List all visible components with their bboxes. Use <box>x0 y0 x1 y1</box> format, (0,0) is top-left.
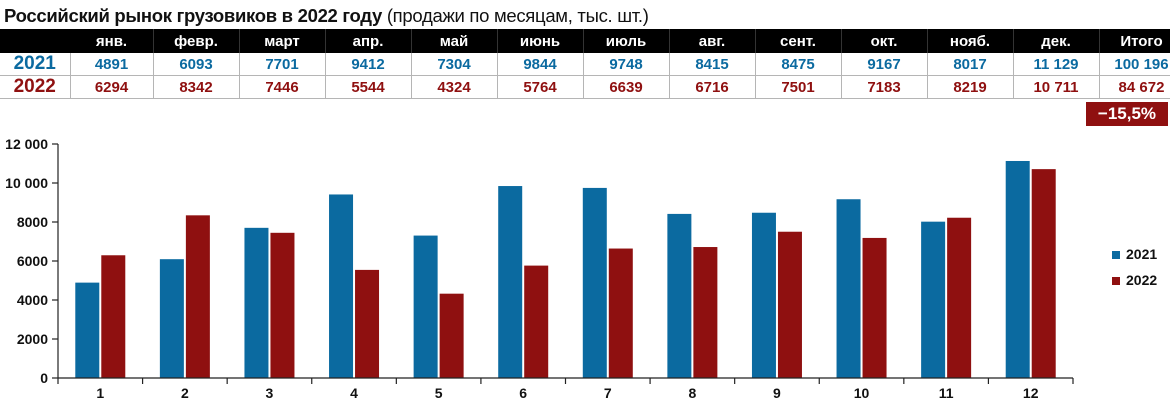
x-tick-label: 5 <box>435 385 443 401</box>
legend-label-2022: 2022 <box>1126 272 1157 288</box>
bar-2022-12 <box>1031 169 1056 378</box>
table-cell: 6639 <box>583 75 670 99</box>
table-cell: 7701 <box>239 53 326 76</box>
bar-2022-5 <box>439 293 464 378</box>
x-tick-label: 8 <box>688 385 696 401</box>
x-tick-label: 1 <box>96 385 104 401</box>
legend-swatch-2021 <box>1112 251 1120 259</box>
sales-summary-table: янв. февр. март апр. май июнь июль авг. … <box>0 29 1170 99</box>
table-header-cell: апр. <box>325 29 412 53</box>
table-header-cell: март <box>239 29 326 53</box>
bar-2021-1 <box>75 282 100 378</box>
x-tick-label: 6 <box>519 385 527 401</box>
bar-2022-9 <box>777 231 802 378</box>
bar-2021-11 <box>921 221 946 378</box>
table-header-row: янв. февр. март апр. май июнь июль авг. … <box>0 29 1170 53</box>
change-badge: −15,5% <box>1086 102 1168 126</box>
x-tick-label: 7 <box>604 385 612 401</box>
bar-2021-8 <box>667 213 692 378</box>
table-cell: 5764 <box>497 75 584 99</box>
y-tick-label: 2000 <box>17 331 48 347</box>
table-cell: 5544 <box>325 75 412 99</box>
bar-2021-2 <box>159 259 184 378</box>
table-header-cell: сент. <box>755 29 842 53</box>
table-header-cell: окт. <box>841 29 928 53</box>
table-cell: 10 711 <box>1013 75 1100 99</box>
x-tick-label: 2 <box>181 385 189 401</box>
table-header-cell: авг. <box>669 29 756 53</box>
row-label: 2021 <box>0 53 71 76</box>
table-cell: 7183 <box>841 75 928 99</box>
bar-2022-4 <box>355 269 380 378</box>
table-cell: 7304 <box>411 53 498 76</box>
table-cell: 11 129 <box>1013 53 1100 76</box>
table-cell: 8475 <box>755 53 842 76</box>
x-tick-label: 10 <box>854 385 870 401</box>
x-tick-label: 4 <box>350 385 358 401</box>
bar-2022-6 <box>524 265 549 378</box>
table-header-cell: янв. <box>70 29 154 53</box>
table-cell: 4324 <box>411 75 498 99</box>
bar-2021-10 <box>836 199 861 378</box>
chart-title: Российский рынок грузовиков в 2022 году <box>4 5 382 26</box>
table-cell: 7446 <box>239 75 326 99</box>
y-tick-label: 8000 <box>17 214 48 230</box>
bar-2022-10 <box>862 237 887 378</box>
table-cell: 9748 <box>583 53 670 76</box>
table-cell: 4891 <box>70 53 154 76</box>
bar-2022-2 <box>185 215 210 378</box>
table-cell: 9412 <box>325 53 412 76</box>
table-header-cell: дек. <box>1013 29 1100 53</box>
y-tick-label: 12 000 <box>5 136 48 152</box>
bar-2022-8 <box>693 247 718 378</box>
table-cell: 6716 <box>669 75 756 99</box>
legend-label-2021: 2021 <box>1126 246 1157 262</box>
table-cell: 8342 <box>153 75 240 99</box>
table-header-cell: Итого <box>1099 29 1170 53</box>
bar-2021-6 <box>498 186 523 378</box>
table-cell: 6093 <box>153 53 240 76</box>
table-cell-total: 100 196 <box>1099 53 1170 76</box>
table-header-cell: нояб. <box>927 29 1014 53</box>
bar-2021-4 <box>329 194 354 378</box>
bar-2021-7 <box>582 187 607 378</box>
table-cell: 6294 <box>70 75 154 99</box>
table-cell: 8415 <box>669 53 756 76</box>
table-header-cell: февр. <box>153 29 240 53</box>
row-label: 2022 <box>0 75 71 99</box>
chart-title-row: Российский рынок грузовиков в 2022 году … <box>4 4 649 28</box>
table-cell: 9167 <box>841 53 928 76</box>
table-cell: 9844 <box>497 53 584 76</box>
bar-2021-9 <box>751 212 776 378</box>
bar-2021-3 <box>244 227 269 378</box>
y-tick-label: 10 000 <box>5 175 48 191</box>
table-header-cell: июнь <box>497 29 584 53</box>
table-row-2022: 2022 6294 8342 7446 5544 4324 5764 6639 … <box>0 75 1170 99</box>
x-tick-label: 3 <box>266 385 274 401</box>
x-tick-label: 11 <box>939 385 954 401</box>
y-tick-label: 0 <box>40 370 48 386</box>
bar-2022-7 <box>608 248 633 378</box>
bar-2022-1 <box>101 255 126 378</box>
table-cell: 8017 <box>927 53 1014 76</box>
table-header-corner <box>0 29 71 53</box>
table-cell-total: 84 672 <box>1099 75 1170 99</box>
bar-2022-3 <box>270 232 295 378</box>
table-header-cell: май <box>411 29 498 53</box>
bar-2021-12 <box>1005 160 1030 378</box>
table-header-cell: июль <box>583 29 670 53</box>
x-tick-label: 12 <box>1023 385 1039 401</box>
y-tick-label: 6000 <box>17 253 48 269</box>
table-cell: 7501 <box>755 75 842 99</box>
y-tick-label: 4000 <box>17 292 48 308</box>
bar-2022-11 <box>947 217 972 378</box>
bar-2021-5 <box>413 235 438 378</box>
table-row-2021: 2021 4891 6093 7701 9412 7304 9844 9748 … <box>0 53 1170 76</box>
legend-swatch-2022 <box>1112 277 1120 285</box>
table-cell: 8219 <box>927 75 1014 99</box>
chart-subtitle: (продажи по месяцам, тыс. шт.) <box>386 5 649 26</box>
x-tick-label: 9 <box>773 385 781 401</box>
